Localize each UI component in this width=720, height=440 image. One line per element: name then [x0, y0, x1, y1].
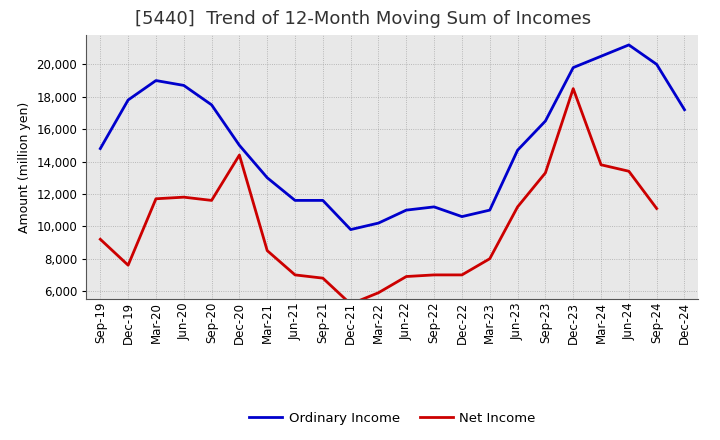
Ordinary Income	[346, 227, 355, 232]
Net Income	[597, 162, 606, 167]
Y-axis label: Amount (million yen): Amount (million yen)	[18, 102, 31, 233]
Ordinary Income	[458, 214, 467, 219]
Ordinary Income	[318, 198, 327, 203]
Net Income	[207, 198, 216, 203]
Ordinary Income	[485, 208, 494, 213]
Ordinary Income	[624, 42, 633, 48]
Net Income	[263, 248, 271, 253]
Net Income	[124, 263, 132, 268]
Ordinary Income	[374, 220, 383, 226]
Ordinary Income	[402, 208, 410, 213]
Net Income	[402, 274, 410, 279]
Line: Net Income: Net Income	[100, 88, 657, 304]
Ordinary Income	[263, 175, 271, 180]
Net Income	[318, 275, 327, 281]
Line: Ordinary Income: Ordinary Income	[100, 45, 685, 230]
Net Income	[96, 237, 104, 242]
Ordinary Income	[179, 83, 188, 88]
Text: [5440]  Trend of 12-Month Moving Sum of Incomes: [5440] Trend of 12-Month Moving Sum of I…	[135, 10, 592, 28]
Net Income	[652, 206, 661, 211]
Net Income	[541, 170, 550, 176]
Net Income	[458, 272, 467, 278]
Net Income	[624, 169, 633, 174]
Ordinary Income	[541, 118, 550, 124]
Ordinary Income	[235, 143, 243, 148]
Net Income	[179, 194, 188, 200]
Ordinary Income	[652, 62, 661, 67]
Ordinary Income	[207, 102, 216, 107]
Net Income	[374, 290, 383, 295]
Ordinary Income	[430, 204, 438, 209]
Net Income	[235, 152, 243, 158]
Net Income	[346, 301, 355, 307]
Net Income	[513, 204, 522, 209]
Ordinary Income	[680, 107, 689, 112]
Net Income	[430, 272, 438, 278]
Net Income	[569, 86, 577, 91]
Ordinary Income	[124, 97, 132, 103]
Ordinary Income	[513, 147, 522, 153]
Ordinary Income	[291, 198, 300, 203]
Net Income	[291, 272, 300, 278]
Net Income	[485, 256, 494, 261]
Ordinary Income	[597, 54, 606, 59]
Ordinary Income	[96, 146, 104, 151]
Net Income	[152, 196, 161, 202]
Ordinary Income	[152, 78, 161, 83]
Legend: Ordinary Income, Net Income: Ordinary Income, Net Income	[244, 406, 541, 430]
Ordinary Income	[569, 65, 577, 70]
